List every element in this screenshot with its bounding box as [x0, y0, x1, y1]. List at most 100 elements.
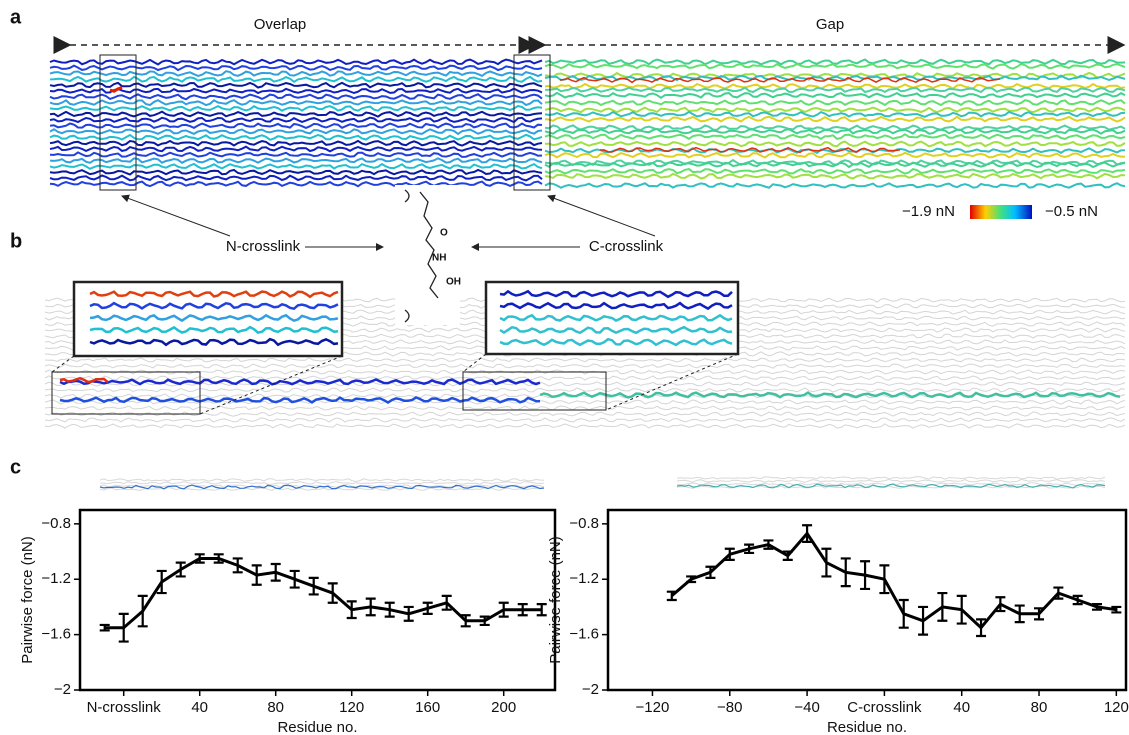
panel-label: c	[10, 456, 21, 478]
x-tick-label: −120	[636, 699, 670, 716]
x-tick-label: −40	[794, 699, 819, 716]
strand	[49, 99, 543, 107]
strand	[544, 106, 1126, 114]
strand	[49, 139, 543, 147]
error-bar	[213, 553, 224, 564]
x-tick-label: 40	[191, 699, 208, 716]
strand	[49, 81, 543, 89]
error-bar	[365, 597, 376, 617]
strand	[544, 182, 1126, 189]
strand	[49, 128, 543, 136]
strand	[44, 411, 1126, 417]
strand	[544, 58, 1126, 66]
data-line	[104, 557, 542, 630]
error-bar	[118, 612, 129, 643]
chemical-structure-box	[395, 185, 460, 325]
strand	[49, 64, 543, 72]
strand	[499, 313, 733, 323]
strand	[44, 417, 1126, 423]
strand	[59, 396, 541, 404]
colorbar-max-label: −0.5 nN	[1045, 203, 1098, 220]
error-bar	[1053, 586, 1064, 600]
strand	[544, 74, 1126, 82]
strand	[676, 483, 1106, 489]
strand	[559, 76, 1001, 84]
strand	[49, 157, 543, 164]
y-tick-label: −2	[54, 681, 71, 698]
strand	[99, 484, 545, 490]
y-tick-label: −2	[582, 681, 599, 698]
error-bar	[498, 601, 509, 618]
error-bar	[1111, 605, 1122, 614]
error-bar	[744, 543, 755, 555]
y-tick-label: −1.2	[569, 570, 599, 587]
gap-label: Gap	[816, 16, 844, 33]
zoom-box	[51, 371, 201, 415]
strand	[49, 70, 543, 78]
error-bar	[479, 615, 490, 627]
error-bar	[403, 605, 414, 622]
x-tick-label: 200	[491, 699, 516, 716]
strand	[44, 369, 1126, 375]
zoom-line	[462, 353, 487, 373]
x-tick-label: 120	[1104, 699, 1129, 716]
strand	[59, 376, 109, 384]
strand	[89, 301, 339, 311]
strand	[99, 487, 545, 492]
zoom-box	[462, 371, 607, 411]
error-bar	[860, 560, 871, 591]
x-tick-label: 40	[953, 699, 970, 716]
n-crosslink-label: N-crosslink	[226, 238, 301, 255]
strand	[499, 337, 733, 347]
error-bar	[802, 524, 813, 543]
strand	[109, 86, 123, 93]
y-tick-label: −1.6	[41, 626, 71, 643]
error-bar	[346, 600, 357, 620]
strand	[44, 381, 1126, 387]
strand	[49, 151, 543, 158]
strand	[49, 122, 543, 130]
chem-atom: NH	[432, 253, 446, 264]
error-bar	[1034, 607, 1045, 621]
strand	[89, 337, 339, 347]
overlap-label: Overlap	[254, 16, 307, 33]
error-bar	[956, 594, 967, 625]
strand	[44, 423, 1126, 429]
error-bar	[137, 594, 148, 628]
x-tick-label: C-crosslink	[847, 699, 922, 716]
error-bar	[995, 596, 1006, 613]
y-tick-label: −1.6	[569, 626, 599, 643]
error-bar	[194, 553, 205, 564]
error-bar	[460, 614, 471, 628]
error-bar	[840, 557, 851, 588]
strand	[544, 115, 1126, 123]
arrow	[547, 194, 656, 237]
strand	[544, 91, 1126, 100]
error-bar	[99, 623, 110, 632]
x-tick-label: 120	[339, 699, 364, 716]
panel-label: a	[10, 6, 22, 28]
strand	[44, 387, 1126, 393]
error-bar	[686, 575, 697, 584]
plot-frame	[606, 508, 1128, 692]
chem-atom: O	[440, 228, 448, 239]
highlight-box	[99, 54, 137, 191]
x-axis-label: Residue no.	[277, 719, 357, 735]
strand	[44, 375, 1126, 381]
zoom-line	[51, 355, 75, 373]
error-bar	[976, 618, 987, 638]
y-tick-label: −1.2	[41, 570, 71, 587]
strand	[544, 161, 1126, 169]
error-bar	[705, 565, 716, 579]
strand	[49, 75, 543, 84]
x-tick-label: −80	[717, 699, 742, 716]
error-bar	[1014, 604, 1025, 624]
strand	[49, 104, 543, 112]
error-bar	[156, 569, 167, 595]
zoom-line	[199, 355, 343, 415]
strand	[89, 313, 339, 323]
error-bar	[232, 557, 243, 574]
error-bar	[937, 591, 948, 622]
strand	[49, 180, 543, 188]
strand	[544, 140, 1126, 148]
